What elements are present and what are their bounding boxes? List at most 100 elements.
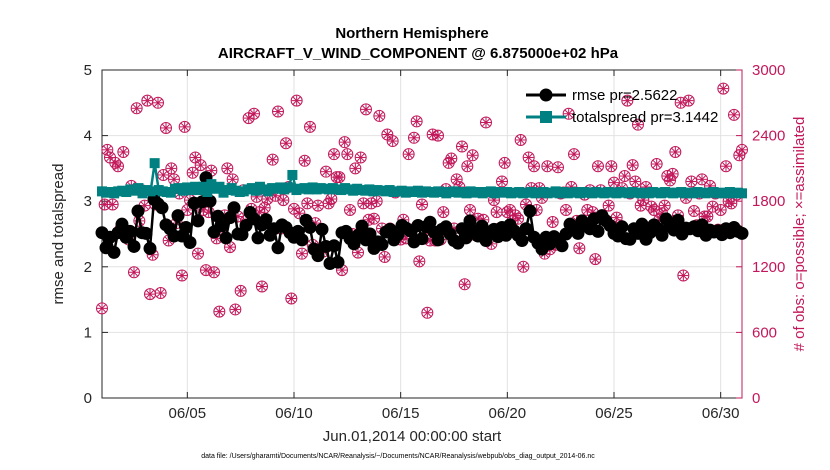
- x-tick-label: 06/25: [595, 405, 633, 422]
- footnote: data file: /Users/gharamti/Documents/NCA…: [201, 453, 595, 460]
- obs-point: [341, 148, 354, 161]
- rmse-point: [303, 220, 317, 234]
- rmse-point: [219, 231, 233, 245]
- rmse-point: [519, 222, 533, 236]
- obs-point: [413, 255, 426, 268]
- obs-point: [560, 203, 572, 216]
- x-tick-label: 06/15: [382, 405, 420, 422]
- rmse-point: [155, 201, 169, 215]
- x-tick-label: 06/20: [489, 405, 527, 422]
- obs-point: [402, 148, 415, 161]
- obs-point: [592, 160, 604, 173]
- obs-point: [160, 121, 172, 134]
- obs-point: [450, 173, 463, 186]
- rmse-point: [375, 237, 389, 251]
- y-tick-label: 0: [84, 390, 92, 407]
- y2-tick-label: 1200: [752, 259, 785, 276]
- obs-point: [736, 143, 748, 156]
- rmse-point: [315, 222, 329, 236]
- rmse-point: [227, 201, 241, 215]
- obs-point: [213, 305, 226, 318]
- obs-point: [194, 159, 207, 172]
- obs-point: [408, 131, 420, 144]
- rmse-point: [515, 234, 529, 248]
- y-tick-label: 2: [84, 259, 92, 276]
- obs-point: [648, 203, 660, 216]
- obs-point: [256, 280, 268, 293]
- obs-point: [522, 151, 535, 164]
- obs-point: [605, 160, 618, 173]
- obs-point: [144, 288, 156, 301]
- y2-tick-label: 0: [752, 390, 760, 407]
- obs-point: [666, 167, 679, 180]
- x-tick-label: 06/05: [169, 405, 207, 422]
- rmse-point: [523, 204, 537, 218]
- obs-point: [565, 180, 578, 193]
- rmse-point: [415, 232, 429, 246]
- obs-point: [266, 153, 279, 166]
- obs-point: [589, 253, 602, 266]
- obs-point: [344, 203, 356, 216]
- obs-point: [461, 160, 474, 173]
- obs-point: [496, 175, 508, 188]
- obs-point: [328, 148, 340, 161]
- obs-point: [696, 173, 708, 186]
- obs-point: [312, 199, 324, 212]
- obs-point: [514, 133, 527, 146]
- totalspread-point: [149, 158, 160, 169]
- obs-point: [333, 171, 346, 184]
- obs-point: [626, 159, 639, 172]
- obs-point: [338, 136, 351, 149]
- obs-point: [517, 260, 530, 273]
- rmse-point: [123, 224, 137, 238]
- obs-point: [677, 269, 690, 282]
- obs-point: [285, 292, 298, 305]
- obs-point: [456, 140, 468, 153]
- obs-point: [280, 137, 292, 150]
- obs-point: [290, 94, 303, 107]
- obs-point: [189, 151, 202, 164]
- obs-point: [296, 247, 308, 260]
- x-tick-label: 06/10: [275, 405, 313, 422]
- obs-point: [176, 269, 188, 282]
- obs-point: [360, 103, 372, 116]
- x-axis-label: Jun.01,2014 00:00:00 start: [323, 428, 502, 445]
- rmse-point: [295, 233, 309, 247]
- obs-point: [381, 128, 394, 141]
- chart-title: Northern Hemisphere: [335, 25, 488, 42]
- rmse-point: [139, 226, 153, 240]
- legend-rmse-marker: [539, 88, 553, 102]
- obs-point: [629, 175, 642, 188]
- obs-point: [229, 303, 242, 316]
- obs-point: [421, 306, 434, 319]
- obs-point: [128, 266, 140, 279]
- obs-point: [573, 242, 586, 255]
- obs-point: [445, 152, 458, 165]
- obs-point: [349, 162, 362, 175]
- legend-rmse-label: rmse pr=2.5622: [572, 87, 677, 104]
- rmse-point: [423, 215, 437, 229]
- obs-point: [466, 149, 479, 162]
- obs-point: [178, 120, 191, 133]
- obs-point: [152, 96, 164, 109]
- y2-tick-label: 3000: [752, 62, 785, 79]
- obs-point: [714, 203, 727, 216]
- obs-point: [304, 120, 316, 133]
- obs-point: [717, 82, 730, 95]
- obs-point: [410, 115, 423, 128]
- rmse-point: [355, 219, 369, 233]
- y-tick-label: 4: [84, 128, 92, 145]
- obs-point: [325, 193, 338, 206]
- rmse-point: [271, 241, 285, 255]
- obs-point: [320, 165, 332, 178]
- obs-point: [688, 205, 700, 218]
- obs-point: [200, 264, 212, 277]
- obs-point: [298, 154, 311, 167]
- obs-point: [602, 199, 615, 212]
- obs-point: [165, 162, 178, 175]
- obs-point: [432, 129, 444, 142]
- obs-point: [98, 198, 111, 211]
- legend-spread-marker: [540, 111, 552, 123]
- obs-point: [141, 94, 154, 107]
- obs-point: [541, 160, 554, 173]
